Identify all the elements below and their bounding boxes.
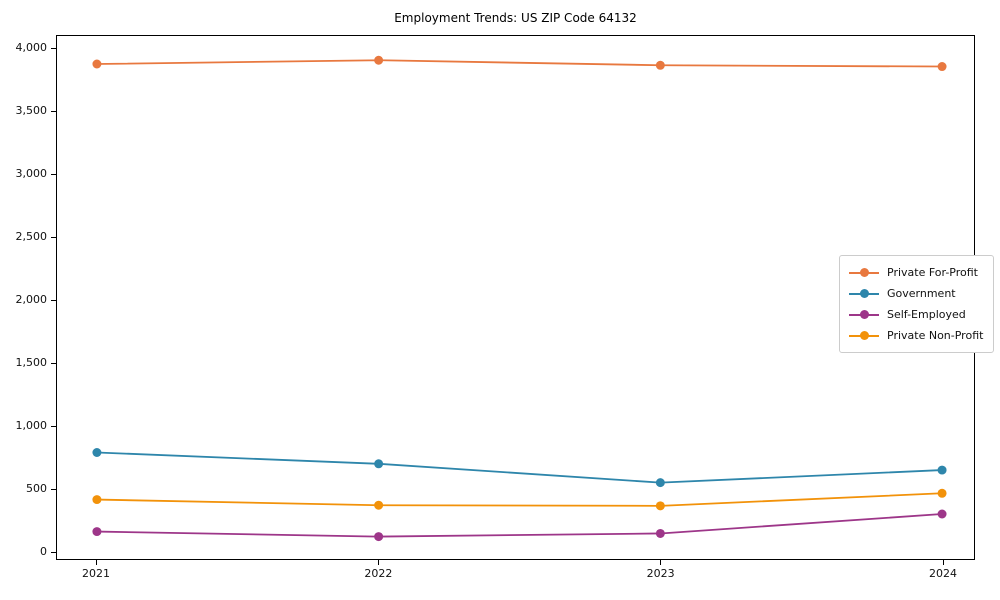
legend-label: Government [887,287,956,300]
series-line-1 [96,451,943,484]
legend-marker-icon [849,268,879,277]
y-tick-label: 3,000 [15,167,48,180]
x-tick-mark [942,560,944,565]
y-tick-label: 0 [40,545,47,558]
legend-item: Private For-Profit [849,262,983,283]
y-tick-mark [51,110,56,112]
x-tick-label: 2024 [929,567,957,580]
x-tick-mark [660,560,662,565]
series-line-3 [96,492,943,507]
x-tick-mark [377,560,379,565]
legend-marker-icon [849,289,879,298]
data-point [92,448,102,457]
legend-dot-icon [859,331,869,340]
data-point [655,528,665,538]
data-point [374,532,384,542]
legend-dot-icon [859,289,869,298]
y-tick-label: 1,500 [15,356,48,369]
legend-item: Self-Employed [849,304,983,325]
y-tick-mark [51,47,56,49]
data-point [655,501,665,511]
x-tick-mark [95,560,97,565]
legend-item: Government [849,283,983,304]
series-line-0 [96,59,943,68]
legend-label: Private Non-Profit [887,329,984,342]
data-point [374,459,384,469]
data-point [937,509,947,519]
plot-area [56,35,975,560]
y-tick-label: 2,000 [15,293,48,306]
legend-marker-icon [849,331,879,340]
chart-title: Employment Trends: US ZIP Code 64132 [394,11,637,25]
y-tick-mark [51,236,56,238]
y-tick-label: 500 [26,482,47,495]
data-point [937,488,947,498]
legend-dot-icon [859,268,869,277]
series-line-2 [96,513,943,538]
legend-label: Self-Employed [887,308,966,321]
data-point [374,55,384,65]
x-tick-label: 2023 [646,567,675,580]
legend-dot-icon [859,310,869,319]
data-point [655,60,665,70]
y-tick-label: 4,000 [15,41,48,54]
legend-marker-icon [849,310,879,319]
y-tick-label: 3,500 [15,104,48,117]
data-point [374,500,384,510]
data-point [937,62,947,72]
data-point [937,465,947,475]
data-point [92,495,102,505]
data-point [92,59,102,69]
legend: Private For-Profit Government Self-Employe… [839,255,995,353]
y-tick-mark [51,551,56,553]
y-tick-label: 1,000 [15,419,48,432]
x-tick-label: 2021 [82,567,110,580]
legend-item: Private Non-Profit [849,325,983,346]
x-tick-label: 2022 [364,567,393,580]
y-tick-mark [51,362,56,364]
y-tick-mark [51,173,56,175]
legend-label: Private For-Profit [887,266,978,279]
y-tick-mark [51,299,56,301]
y-tick-mark [51,488,56,490]
y-tick-label: 2,500 [15,230,48,243]
data-point [92,527,102,537]
chart-canvas [92,55,947,542]
y-tick-mark [51,425,56,427]
data-point [655,478,665,488]
